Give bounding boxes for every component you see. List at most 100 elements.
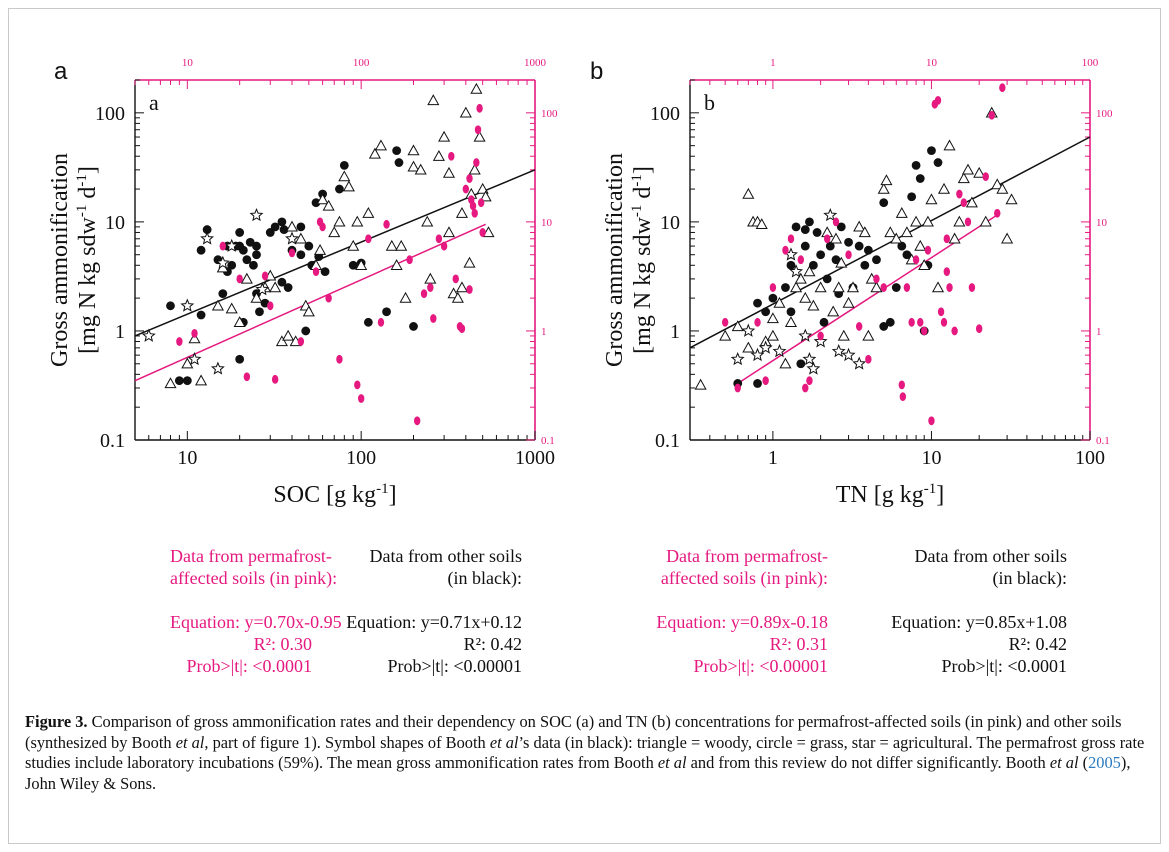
chart-b-pink-point bbox=[943, 234, 951, 244]
chart-b-pink-point bbox=[956, 189, 963, 199]
chart-b-black-circle-point bbox=[927, 146, 936, 156]
chart-a-star-point bbox=[249, 208, 264, 222]
chart-b-black-circle-point bbox=[885, 317, 895, 327]
stats-a-black: Data from other soils (in black): Equati… bbox=[330, 545, 522, 677]
chart-a-pink-point bbox=[406, 255, 413, 265]
chart-b-triangle-point bbox=[835, 256, 848, 268]
chart-b-triangle-point bbox=[884, 226, 897, 238]
chart-a-triangle-point bbox=[368, 147, 381, 159]
chart-b-triangle-point bbox=[794, 272, 807, 284]
chart-b-triangle-point bbox=[779, 357, 792, 369]
chart-b-triangle-point bbox=[842, 296, 855, 308]
chart-b-pink-point bbox=[934, 96, 942, 105]
chart-a-triangle-point bbox=[328, 226, 341, 238]
chart-a-pink-point bbox=[413, 416, 421, 426]
chart-b-triangle-point bbox=[895, 207, 908, 218]
chart-b-star-point bbox=[772, 343, 787, 358]
chart-b-fit-line-0 bbox=[689, 136, 1091, 349]
chart-b-triangle-point bbox=[918, 259, 931, 270]
chart-a-star-point bbox=[141, 328, 156, 342]
caption-text-2: , part of figure 1). Symbol shapes of Bo… bbox=[204, 732, 490, 752]
chart-b-xtick-label: 1 bbox=[768, 447, 778, 469]
caption-text-5: ( bbox=[1078, 753, 1089, 772]
caption-text-6: ), John Wiley & Sons. bbox=[25, 753, 1131, 793]
chart-b-pink-point bbox=[924, 245, 932, 255]
chart-a-pink-point bbox=[383, 219, 390, 229]
stats-b-black-equation: Equation: y=0.85x+1.08 bbox=[891, 612, 1067, 632]
chart-a-right-ytick-label: 10 bbox=[541, 217, 553, 229]
chart-b-black-circle-point bbox=[808, 260, 818, 270]
chart-b-inner-label: b bbox=[704, 90, 715, 115]
chart-b-pink-point bbox=[937, 307, 945, 317]
caption-text-4: and from this review do not differ signi… bbox=[686, 753, 1050, 772]
chart-b-black-circle-point bbox=[768, 293, 778, 303]
chart-b-right-ytick-label: 1 bbox=[1096, 326, 1102, 338]
chart-a-pink-point bbox=[473, 158, 480, 167]
chart-b-triangle-point bbox=[943, 139, 956, 151]
chart-a-black-circle-point bbox=[255, 307, 264, 317]
chart-a-black-circle-point bbox=[252, 250, 261, 260]
caption-etal-3: et al bbox=[657, 753, 687, 772]
chart-a-triangle-point bbox=[451, 291, 464, 303]
chart-a-triangle-point bbox=[476, 182, 489, 194]
chart-b-pink-point bbox=[769, 283, 777, 292]
chart-a-pink-point bbox=[243, 372, 251, 382]
chart-b-triangle-point bbox=[694, 378, 707, 390]
chart-a-xtick-label: 100 bbox=[346, 447, 376, 469]
chart-b-triangle-point bbox=[1005, 193, 1018, 205]
chart-a-pink-point bbox=[448, 151, 455, 161]
chart-a-triangle-point bbox=[316, 193, 329, 205]
chart-a-triangle-point bbox=[455, 207, 469, 218]
chart-b-star-point bbox=[852, 356, 867, 370]
chart-a-pink-point bbox=[466, 285, 473, 294]
caption-year-link[interactable]: 2005 bbox=[1088, 753, 1121, 772]
chart-a-black-circle-point bbox=[382, 307, 391, 317]
chart-a-black-circle-point bbox=[218, 289, 228, 298]
chart-a-ylabel: Gross ammonification bbox=[47, 153, 73, 367]
chart-b-triangle-point bbox=[991, 178, 1004, 190]
chart-a-star-point bbox=[224, 238, 239, 252]
chart-b-star-point bbox=[750, 347, 765, 362]
chart-a-triangle-point bbox=[195, 374, 208, 386]
chart-a-triangle-point bbox=[322, 199, 335, 211]
chart-b-pink-point bbox=[865, 354, 872, 364]
chart-a-triangle-point bbox=[211, 299, 224, 311]
chart-a-triangle-point bbox=[250, 291, 263, 303]
chart-b-black-circle-point bbox=[761, 307, 771, 317]
chart-a-pink-point bbox=[462, 184, 470, 194]
chart-b-triangle-point bbox=[953, 215, 966, 227]
chart-b-triangle-point bbox=[790, 281, 803, 293]
chart-b-ylabel: Gross ammonification bbox=[602, 153, 628, 367]
stats-b-black: Data from other soils (in black): Equati… bbox=[860, 545, 1067, 677]
chart-b-black-circle-point bbox=[879, 198, 889, 208]
chart-b-triangle-point bbox=[973, 166, 986, 178]
chart-b-black-circle-point bbox=[781, 283, 790, 292]
chart-a-pink-point bbox=[420, 289, 428, 298]
chart-a-triangle-point bbox=[479, 190, 492, 202]
chart-a-triangle-point bbox=[342, 180, 355, 192]
chart-b-triangle-point bbox=[742, 187, 755, 199]
chart-b-triangle-point bbox=[870, 281, 883, 293]
chart-a-pink-point bbox=[261, 271, 269, 281]
chart-a-pink-point bbox=[319, 222, 326, 232]
chart-b-pink-point bbox=[975, 324, 983, 334]
chart-b-black-circle-point bbox=[791, 222, 801, 232]
chart-a-triangle-point bbox=[395, 239, 408, 251]
chart-b-right-ytick-label: 10 bbox=[1096, 217, 1108, 229]
chart-b-black-circle-point bbox=[872, 255, 881, 265]
stats-b-pink-head2: affected soils (in pink): bbox=[660, 568, 828, 588]
chart-b-triangle-point bbox=[814, 281, 827, 293]
chart-b-pink-point bbox=[940, 317, 948, 327]
chart-a-black-circle-point bbox=[227, 260, 237, 270]
figure-caption: Figure 3. Comparison of gross ammonifica… bbox=[25, 712, 1145, 794]
chart-b-triangle-point bbox=[799, 291, 812, 303]
chart-b-triangle-point bbox=[832, 281, 845, 293]
chart-a-triangle-point bbox=[432, 149, 445, 161]
chart-b-pink-point bbox=[734, 383, 741, 393]
chart-b-triangle-point bbox=[931, 281, 945, 293]
chart-a-pink-point bbox=[176, 337, 183, 346]
chart-b-triangle-point bbox=[731, 320, 744, 332]
chart-a-black-circle-point bbox=[235, 228, 245, 237]
chart-a-pink-point bbox=[219, 241, 227, 251]
